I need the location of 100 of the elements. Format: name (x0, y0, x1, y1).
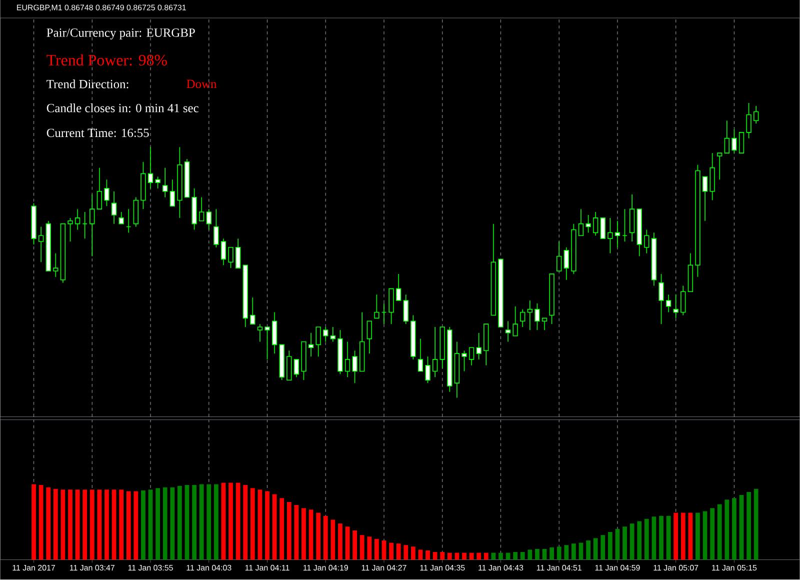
candlestick (316, 326, 321, 358)
candlestick (658, 274, 664, 325)
bar (739, 495, 744, 560)
bar (75, 490, 80, 560)
candlestick (680, 285, 686, 316)
candlestick (352, 350, 358, 384)
bar (90, 490, 94, 560)
bar (680, 512, 686, 560)
bar (447, 552, 452, 560)
bar (134, 491, 138, 560)
candlestick (330, 326, 336, 342)
candlestick (53, 253, 58, 278)
bar (294, 505, 299, 560)
bar (60, 490, 66, 560)
bar (374, 539, 379, 560)
candlestick (468, 347, 474, 366)
candlestick (702, 176, 708, 222)
bar (119, 490, 124, 560)
bar (389, 542, 394, 560)
bar (484, 552, 488, 560)
bar (286, 502, 292, 560)
candlestick (366, 320, 372, 354)
text: Down (186, 80, 217, 88)
bar (46, 488, 51, 560)
bar (330, 520, 336, 560)
candlestick (592, 212, 598, 236)
candlestick (148, 146, 154, 189)
bar (608, 532, 612, 560)
candlestick (710, 152, 715, 201)
bar (572, 544, 576, 560)
candlestick (133, 197, 139, 228)
candlestick (666, 294, 672, 313)
candlestick (556, 241, 562, 272)
candlestick (534, 303, 540, 331)
candlestick (235, 238, 241, 269)
bar (323, 516, 328, 560)
bar (732, 498, 736, 560)
candlestick (294, 359, 300, 378)
bar (710, 508, 715, 560)
bar (593, 538, 598, 560)
bar (360, 535, 364, 560)
bar (396, 544, 401, 560)
bar (126, 491, 131, 560)
bar (440, 552, 445, 560)
bar (476, 552, 482, 560)
candlestick (512, 306, 518, 336)
candlestick (220, 238, 226, 266)
bar (32, 484, 36, 560)
bar (178, 486, 182, 560)
candlestick (90, 194, 95, 257)
candlestick (754, 106, 759, 124)
bar (228, 482, 233, 560)
bar (404, 545, 408, 560)
bar (556, 546, 562, 560)
bar (746, 492, 751, 560)
candlestick (257, 324, 263, 342)
text: Trend Power: 98% (46, 54, 167, 66)
candlestick (738, 132, 744, 154)
bar (535, 549, 540, 560)
bar (250, 488, 255, 560)
bar (600, 535, 606, 560)
bar (666, 516, 671, 560)
bar (112, 490, 116, 560)
candlestick (644, 229, 650, 254)
candlestick (388, 288, 394, 325)
candlestick (250, 297, 256, 325)
bar (82, 490, 88, 560)
candlestick (228, 247, 234, 269)
candlestick (286, 350, 292, 381)
bar (432, 552, 438, 560)
bar (674, 512, 678, 560)
candlestick (74, 208, 80, 230)
candlestick (111, 191, 117, 224)
candlestick (600, 218, 606, 240)
candlestick (396, 274, 402, 302)
bar (243, 485, 248, 560)
bar (170, 488, 175, 560)
candlestick (96, 168, 102, 210)
bar (586, 540, 590, 560)
bar (184, 485, 190, 560)
candlestick (673, 294, 678, 319)
candlestick (374, 294, 380, 319)
bar (382, 540, 386, 560)
bar (214, 484, 218, 560)
bar (258, 490, 262, 560)
bar (148, 490, 153, 560)
candlestick (608, 218, 613, 254)
annotation: Current Time: 16:55 (46, 128, 149, 138)
bar (754, 489, 758, 560)
candlestick (629, 194, 635, 242)
bar (367, 536, 372, 560)
bar (418, 550, 423, 560)
candlestick (586, 214, 591, 234)
candlestick (272, 312, 278, 354)
bar (156, 488, 160, 560)
candlestick (38, 226, 44, 263)
candlestick (476, 332, 482, 360)
candlestick (732, 129, 737, 154)
candlestick (214, 208, 219, 248)
bar (724, 500, 730, 560)
